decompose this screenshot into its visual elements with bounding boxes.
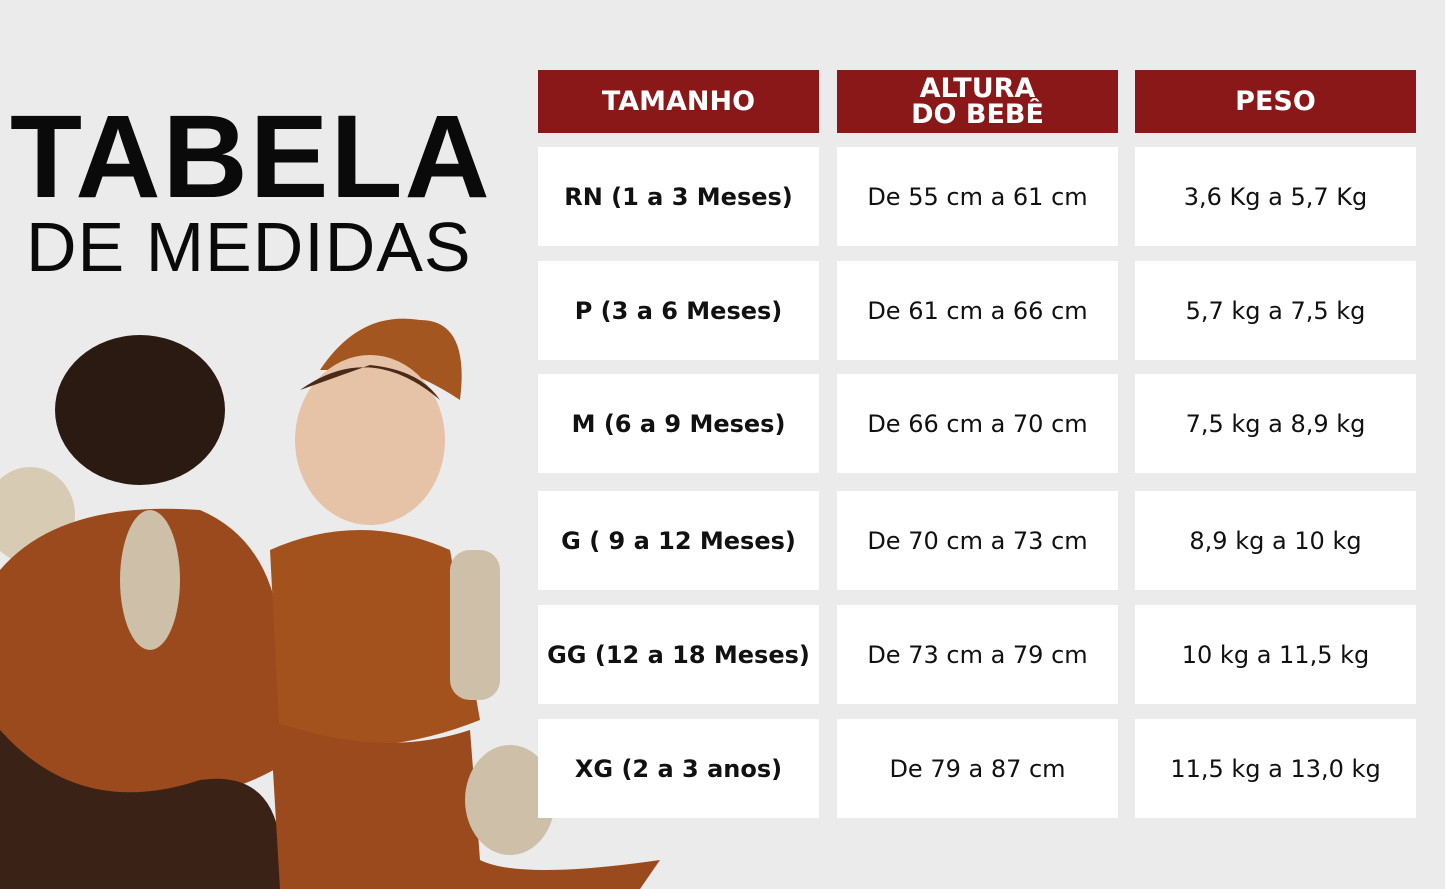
size-cell: GG (12 a 18 Meses) [538, 605, 819, 704]
size-cell: XG (2 a 3 anos) [538, 719, 819, 818]
weight-cell: 10 kg a 11,5 kg [1135, 605, 1416, 704]
weight-cell: 7,5 kg a 8,9 kg [1135, 374, 1416, 473]
weight-cell: 11,5 kg a 13,0 kg [1135, 719, 1416, 818]
height-cell: De 66 cm a 70 cm [837, 374, 1118, 473]
header-peso: PESO [1135, 70, 1416, 133]
weight-cell: 5,7 kg a 7,5 kg [1135, 261, 1416, 360]
size-cell: M (6 a 9 Meses) [538, 374, 819, 473]
size-cell: RN (1 a 3 Meses) [538, 147, 819, 246]
size-cell: P (3 a 6 Meses) [538, 261, 819, 360]
height-cell: De 79 a 87 cm [837, 719, 1118, 818]
title-de-medidas: DE MEDIDAS [26, 208, 472, 286]
height-cell: De 73 cm a 79 cm [837, 605, 1118, 704]
babies-photo [0, 318, 660, 889]
header-tamanho: TAMANHO [538, 70, 819, 133]
height-cell: De 70 cm a 73 cm [837, 491, 1118, 590]
header-altura: ALTURA DO BEBÊ [837, 70, 1118, 133]
weight-cell: 3,6 Kg a 5,7 Kg [1135, 147, 1416, 246]
title-tabela: TABELA [10, 91, 492, 223]
weight-cell: 8,9 kg a 10 kg [1135, 491, 1416, 590]
size-cell: G ( 9 a 12 Meses) [538, 491, 819, 590]
height-cell: De 55 cm a 61 cm [837, 147, 1118, 246]
height-cell: De 61 cm a 66 cm [837, 261, 1118, 360]
